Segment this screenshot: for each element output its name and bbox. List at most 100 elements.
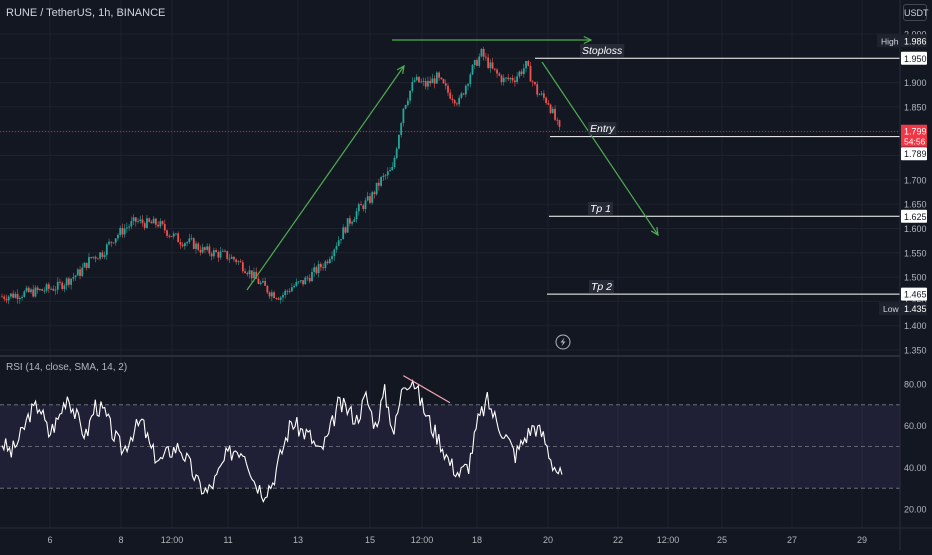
candle [518, 71, 521, 77]
candle [554, 108, 556, 120]
candle [47, 284, 50, 289]
candle [206, 246, 209, 250]
candle [181, 244, 184, 247]
candle [527, 60, 530, 66]
level-tag-0[interactable] [901, 51, 927, 65]
rsi-tick: 80.00 [904, 380, 927, 390]
candle [473, 60, 476, 66]
candle [166, 230, 168, 236]
candle [540, 93, 543, 95]
candle [476, 60, 478, 66]
up-trend-arrow[interactable] [246, 65, 405, 291]
candle [161, 221, 164, 224]
candle [230, 256, 233, 259]
candle [464, 85, 467, 95]
time-tick: 29 [857, 535, 867, 545]
candle [90, 257, 93, 258]
price-tick: 1.400 [904, 321, 927, 331]
candle [192, 238, 195, 249]
candle [204, 247, 206, 250]
candle [81, 267, 84, 276]
candle [435, 72, 438, 84]
current-price-tag[interactable] [901, 124, 927, 147]
candle [170, 235, 173, 237]
stoploss-label[interactable]: Stoploss [582, 45, 623, 57]
level-tag-2-text: 1.465 [904, 290, 927, 300]
tp1-label-bg [588, 202, 614, 215]
down-target-arrow[interactable] [541, 61, 659, 236]
symbol-title[interactable]: RUNE / TetherUS, 1h, BINANCE [6, 7, 166, 19]
candle [146, 218, 148, 228]
candle [344, 227, 347, 233]
candle [70, 278, 73, 285]
candle [514, 80, 516, 83]
candle [63, 285, 66, 289]
rsi-tick: 40.00 [904, 463, 927, 473]
candle [315, 267, 318, 274]
candle [302, 280, 304, 285]
candle [360, 204, 362, 206]
low-tag[interactable] [901, 302, 927, 316]
candle [538, 94, 541, 96]
high-tag[interactable] [901, 34, 927, 48]
candle [259, 282, 262, 284]
candle [299, 280, 302, 282]
candle [128, 226, 131, 228]
candle [500, 75, 503, 83]
candle [322, 267, 325, 269]
candle [491, 62, 494, 69]
lightning-icon[interactable] [555, 334, 571, 350]
candle [56, 281, 59, 290]
candle [217, 252, 220, 258]
candle [99, 252, 102, 259]
candle [485, 56, 487, 58]
price-tick: 1.450 [904, 297, 927, 307]
level-tag-1[interactable] [901, 209, 927, 223]
level-tag-2[interactable] [901, 287, 927, 301]
candle [39, 289, 41, 291]
candle [235, 259, 238, 263]
candle [76, 269, 79, 276]
candle [335, 245, 338, 250]
candle [175, 233, 177, 235]
candle [21, 296, 23, 298]
tp1-label[interactable]: Tp 1 [590, 203, 611, 215]
candle [134, 217, 137, 222]
candle [132, 217, 135, 222]
candle [208, 246, 211, 254]
candle [212, 250, 215, 257]
candle [130, 221, 133, 227]
candle [469, 74, 472, 85]
candle [516, 76, 519, 83]
candle [542, 93, 545, 98]
candle [496, 69, 498, 74]
candle [395, 148, 398, 158]
candle [246, 273, 249, 275]
candle [23, 291, 26, 297]
candle [224, 250, 226, 252]
low-label: Low [883, 304, 899, 314]
time-tick: 12:00 [657, 535, 680, 545]
entry-tag[interactable] [901, 147, 927, 161]
candle [201, 247, 204, 253]
candle [72, 277, 75, 279]
currency-button[interactable]: USDT [903, 4, 929, 21]
rsi-legend[interactable]: RSI (14, close, SMA, 14, 2) [6, 362, 128, 373]
rsi-divergence-line[interactable] [403, 375, 451, 404]
candle [221, 250, 224, 252]
candle [52, 288, 55, 291]
candle [536, 84, 539, 95]
price-tick: 1.600 [904, 224, 927, 234]
candle [447, 85, 449, 93]
tp2-label[interactable]: Tp 2 [591, 281, 612, 293]
countdown-value: 54:56 [904, 137, 926, 147]
price-tick: 1.900 [904, 78, 927, 88]
candle [79, 269, 81, 276]
entry-label[interactable]: Entry [590, 123, 615, 135]
candle [96, 258, 99, 260]
candle [268, 292, 271, 297]
candle [529, 65, 532, 82]
candle [197, 243, 200, 250]
